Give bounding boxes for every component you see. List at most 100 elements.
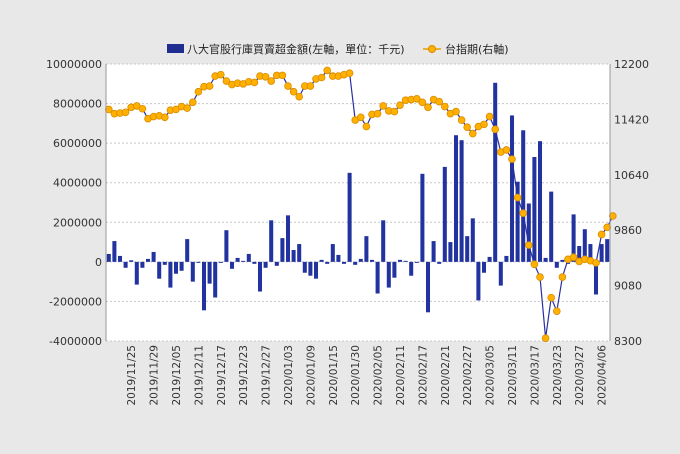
x-tick-label: 2019/12/05 [171, 345, 183, 406]
line-point [217, 70, 225, 79]
x-tick-label: 2020/01/30 [350, 345, 362, 406]
right-tick-label: 8300 [614, 335, 642, 348]
right-tick-label: 12200 [614, 58, 649, 71]
bar [341, 261, 347, 264]
line-point [284, 82, 292, 90]
left-tick-label: 8000000 [53, 98, 102, 111]
line-point [250, 78, 259, 87]
line-point [121, 108, 130, 117]
bar [588, 244, 593, 262]
line-point [289, 87, 298, 96]
bar [190, 261, 195, 282]
line-point [356, 113, 365, 122]
bar [218, 261, 223, 263]
line-point [435, 97, 444, 106]
bar [330, 244, 335, 262]
x-tick-label: 2020/03/05 [485, 345, 497, 406]
x-tick-label: 2019/12/23 [238, 345, 250, 406]
bar [134, 261, 139, 285]
bar [593, 261, 599, 295]
line-point [205, 82, 214, 90]
bar [543, 257, 548, 262]
x-tick-label: 2020/01/15 [328, 345, 340, 406]
x-tick-label: 2020/03/11 [507, 345, 519, 406]
x-tick-label: 2020/03/17 [529, 345, 541, 406]
bar [526, 203, 531, 262]
bar [257, 261, 263, 292]
bar [521, 130, 526, 262]
x-tick-label: 2019/12/27 [261, 345, 273, 406]
x-tick-label: 2020/03/27 [574, 345, 586, 406]
legend-marker-icon [428, 45, 436, 53]
line-point [440, 102, 449, 111]
bar [269, 220, 274, 262]
bar [285, 215, 291, 262]
bar [336, 254, 341, 262]
line-point [519, 209, 527, 217]
bar [151, 251, 156, 262]
line-point [278, 71, 287, 80]
bar [246, 253, 251, 262]
line-point [558, 273, 567, 281]
left-tick-label: 6000000 [53, 137, 102, 150]
x-tick-label: 2020/02/27 [462, 345, 474, 406]
bar [106, 253, 111, 262]
right-tick-label: 10640 [614, 169, 649, 182]
bar [224, 230, 229, 262]
line-point [222, 77, 231, 85]
x-tick-label: 2020/04/06 [597, 345, 609, 406]
left-tick-label: 4000000 [53, 177, 102, 190]
bar [554, 261, 559, 268]
line-point [603, 223, 611, 232]
line-point [390, 107, 399, 116]
bar [364, 236, 369, 262]
bar [123, 261, 128, 268]
line-point [323, 66, 332, 75]
bar [397, 259, 403, 262]
line-point [463, 123, 472, 132]
bar [213, 261, 218, 298]
line-point [547, 293, 555, 302]
bar [493, 82, 498, 262]
line-point [161, 113, 169, 122]
line-point [468, 129, 477, 138]
line-point [502, 146, 511, 154]
bar [308, 261, 313, 276]
bar [532, 156, 537, 262]
bar [392, 261, 397, 278]
line-point [295, 92, 304, 101]
line-point [491, 125, 500, 134]
line-point [373, 109, 382, 118]
line-point [541, 334, 550, 342]
line-point [105, 105, 113, 114]
line-point [345, 69, 354, 78]
line-point [480, 120, 488, 129]
bar [252, 261, 257, 264]
bar [353, 261, 358, 265]
bar [297, 244, 302, 262]
line-point [536, 273, 544, 281]
bar [162, 261, 167, 265]
bar [112, 241, 117, 262]
bar [179, 261, 184, 271]
bar [325, 261, 330, 264]
x-tick-label: 2020/02/11 [395, 345, 407, 406]
bar [207, 261, 212, 284]
line-point [379, 102, 388, 110]
bar [448, 242, 453, 262]
right-tick-label: 9860 [614, 224, 642, 237]
bar [117, 255, 123, 262]
line-point [183, 104, 192, 112]
bar [487, 256, 492, 262]
bar [358, 258, 363, 262]
bar [459, 140, 464, 262]
line-point [524, 241, 533, 249]
x-tick-label: 2019/12/11 [193, 345, 205, 406]
x-tick-label: 2020/02/21 [440, 345, 452, 406]
bar [302, 261, 307, 273]
bar [291, 249, 296, 262]
bar [571, 214, 576, 262]
x-axis: 2019/11/25 2019/11/29 2019/12/05 2019/12/11… [126, 345, 608, 406]
bar [414, 261, 419, 263]
